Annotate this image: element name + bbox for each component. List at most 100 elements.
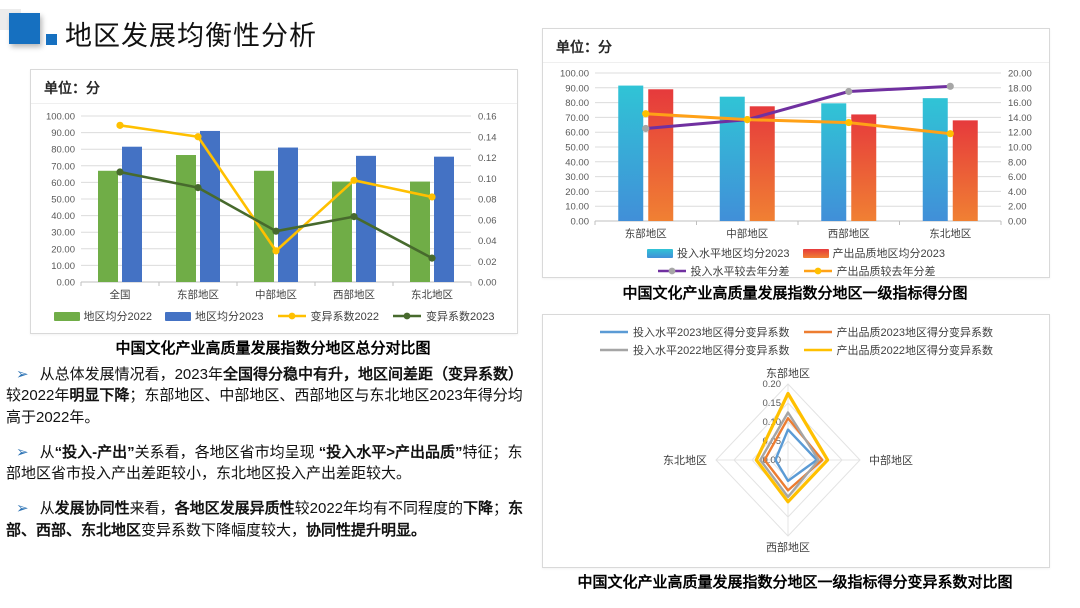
svg-text:0.00: 0.00 — [57, 278, 76, 289]
bullet-text: 关系看，各地区省市均呈现 — [134, 443, 319, 461]
bullet-text-bold: 各地区发展异质性 — [174, 500, 295, 518]
svg-text:东部地区: 东部地区 — [766, 366, 810, 380]
svg-text:0.10: 0.10 — [763, 417, 782, 428]
svg-text:6.00: 6.00 — [1008, 172, 1027, 183]
legend-label: 投入水平较去年分差 — [690, 266, 790, 278]
legend-swatch-line — [600, 348, 629, 352]
legend-label: 产出品质较去年分差 — [836, 266, 936, 278]
legend-item: 产出品质地区均分2023 — [802, 245, 945, 261]
legend-item: 投入水平2023地区得分变异系数 — [599, 324, 790, 340]
svg-text:0.00: 0.00 — [763, 455, 782, 466]
svg-text:中部地区: 中部地区 — [255, 288, 297, 301]
legend-row: 投入水平2023地区得分变异系数 产出品质2023地区得分变异系数 — [599, 324, 993, 340]
svg-text:0.14: 0.14 — [478, 132, 497, 143]
bullet-text-bold: 下降 — [463, 500, 494, 518]
svg-text:80.00: 80.00 — [51, 145, 75, 156]
svg-text:50.00: 50.00 — [51, 195, 75, 206]
legend-swatch-line — [392, 312, 421, 320]
indicator-score-chart-panel: 单位：分 0.00 10.00 20.00 30.00 40.00 50.00 60.00 7… — [542, 28, 1050, 278]
legend-item: 投入水平地区均分2023 — [647, 245, 790, 261]
bullet-text-bold: “投入水平>产出品质” — [318, 443, 463, 461]
cv-radar-chart-legend: 投入水平2023地区得分变异系数 产出品质2023地区得分变异系数 投入水平2022… — [543, 315, 1049, 358]
svg-text:0.00: 0.00 — [1008, 217, 1027, 228]
legend-swatch-bar — [53, 311, 80, 321]
svg-text:0.20: 0.20 — [763, 379, 782, 390]
total-score-chart-caption: 中国文化产业高质量发展指数分地区总分对比图 — [115, 340, 431, 357]
svg-text:2.00: 2.00 — [1008, 202, 1027, 213]
legend-swatch-line — [803, 348, 832, 352]
legend-row: 投入水平地区均分2023 产出品质地区均分2023 — [647, 245, 945, 261]
legend-label: 地区均分2023 — [195, 311, 264, 323]
bullet-text-bold: 全国得分稳中有升 — [222, 366, 343, 383]
legend-label: 变异系数2023 — [425, 311, 495, 323]
total-score-combo-chart: 0.00 10.00 20.00 30.00 40.00 50.00 60.00 70.00 8… — [46, 112, 497, 302]
svg-text:4.00: 4.00 — [1008, 187, 1027, 198]
indicator-score-combo-chart: 0.00 10.00 20.00 30.00 40.00 50.00 60.00 70.00 8… — [560, 69, 1032, 241]
bullet-text-bold: 发展协同性 — [54, 500, 130, 518]
title-deco-blue-square — [9, 13, 40, 44]
bullet-text-bold: 地区间差距（变异系数） — [357, 366, 523, 383]
legend-swatch-bar — [802, 248, 829, 258]
legend-row: 投入水平2022地区得分变异系数 产出品质2022地区得分变异系数 — [599, 342, 993, 358]
bullet-text: ；东部地区、中部地区、西部地区与东北地区2023年得分均高于2022年。 — [6, 387, 523, 426]
svg-text:东北地区: 东北地区 — [411, 288, 453, 301]
svg-text:90.00: 90.00 — [565, 83, 589, 94]
svg-text:60.00: 60.00 — [565, 128, 589, 139]
bullet-text-bold: ， — [342, 366, 358, 383]
legend-swatch-line — [803, 267, 832, 275]
title-deco-blue-square-small — [46, 34, 57, 45]
legend-swatch-line — [657, 267, 686, 275]
svg-text:西部地区: 西部地区 — [766, 540, 810, 554]
svg-text:20.00: 20.00 — [565, 187, 589, 198]
legend-item: 投入水平2022地区得分变异系数 — [599, 342, 790, 358]
svg-text:0.06: 0.06 — [478, 215, 497, 226]
legend-item: 地区均分2022 — [53, 308, 152, 324]
legend-label: 产出品质2022地区得分变异系数 — [836, 345, 993, 357]
legend-swatch-bar — [165, 311, 192, 321]
svg-text:东北地区: 东北地区 — [929, 227, 971, 240]
svg-text:60.00: 60.00 — [51, 178, 75, 189]
legend-item: 产出品质2023地区得分变异系数 — [803, 324, 993, 340]
bullet-arrow-icon: ➢ — [16, 500, 29, 518]
svg-text:0.16: 0.16 — [478, 112, 497, 123]
bullet-text: ； — [493, 500, 509, 518]
bullet-text: 从 — [39, 500, 55, 518]
svg-text:0.02: 0.02 — [478, 257, 497, 268]
svg-text:50.00: 50.00 — [565, 143, 589, 154]
bullet-text: 变异系数下降幅度较大， — [141, 521, 307, 539]
legend-swatch-bar — [647, 248, 674, 258]
legend-item: 投入水平较去年分差 — [657, 263, 790, 279]
svg-text:16.00: 16.00 — [1008, 98, 1032, 109]
legend-swatch-line — [277, 312, 306, 320]
svg-text:20.00: 20.00 — [1008, 69, 1032, 80]
svg-text:8.00: 8.00 — [1008, 157, 1027, 168]
svg-text:20.00: 20.00 — [51, 244, 75, 255]
svg-text:0.08: 0.08 — [478, 195, 497, 206]
svg-text:40.00: 40.00 — [51, 211, 75, 222]
bullet-text: 较2022年均有不同程度的 — [294, 500, 464, 518]
svg-text:10.00: 10.00 — [1008, 143, 1032, 154]
svg-text:西部地区: 西部地区 — [333, 288, 375, 301]
cv-radar-chart-panel: 投入水平2023地区得分变异系数 产出品质2023地区得分变异系数 投入水平2022… — [542, 314, 1050, 568]
svg-text:90.00: 90.00 — [51, 128, 75, 139]
bullet-text-bold: 协同性提升明显。 — [306, 521, 427, 539]
bullet-text: 从总体发展情况看，2023年 — [39, 366, 223, 383]
svg-text:东北地区: 东北地区 — [663, 454, 707, 467]
legend-row: 投入水平较去年分差 产出品质较去年分差 — [657, 263, 936, 279]
page-title: 地区发展均衡性分析 — [65, 21, 317, 51]
legend-row: 地区均分2022 地区均分2023 变异系数2022 变异系数2023 — [53, 308, 495, 324]
legend-label: 变异系数2022 — [310, 311, 379, 323]
legend-label: 投入水平2023地区得分变异系数 — [633, 327, 790, 339]
svg-text:70.00: 70.00 — [51, 161, 75, 172]
analysis-bullet-list: ➢ 从总体发展情况看，2023年全国得分稳中有升，地区间差距（变异系数） 较2022… — [6, 364, 536, 555]
svg-text:40.00: 40.00 — [565, 157, 589, 168]
legend-item: 产出品质较去年分差 — [803, 263, 936, 279]
bullet-arrow-icon: ➢ — [16, 366, 29, 383]
total-score-chart-panel: 单位：分 0.00 10.00 20.00 30.00 40.00 50.00 60.00 7… — [30, 69, 518, 334]
svg-text:100.00: 100.00 — [560, 69, 589, 80]
legend-item: 产出品质2022地区得分变异系数 — [803, 342, 993, 358]
bullet-text-bold: 明显下降 — [69, 387, 130, 405]
indicator-score-chart-caption: 中国文化产业高质量发展指数分地区一级指标得分图 — [622, 285, 968, 302]
